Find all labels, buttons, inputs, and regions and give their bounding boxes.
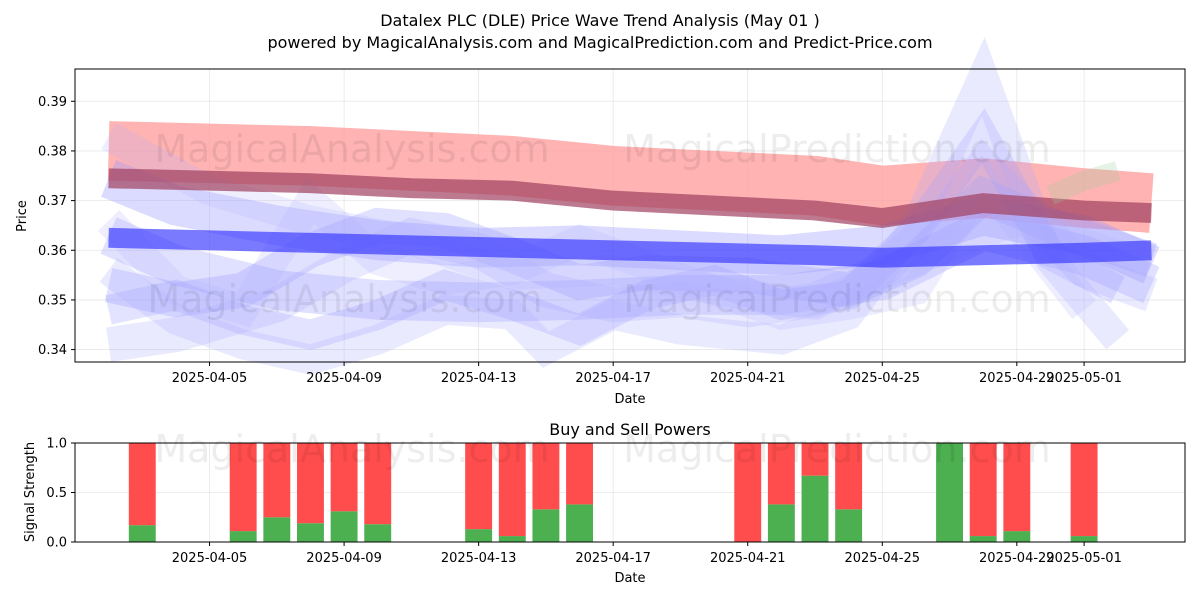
price-x-tick-label: 2025-04-13: [441, 371, 517, 386]
sell-bar: [734, 443, 762, 542]
signal-title: Buy and Sell Powers: [549, 420, 711, 439]
price-plot-frame: [74, 68, 1186, 363]
price-series-group: [97, 37, 1160, 375]
sell-bar: [263, 443, 291, 518]
price-wave-band-4: [100, 209, 1160, 323]
watermark-analysis-mid: MagicalAnalysis.com: [147, 277, 542, 321]
price-x-tick-label: 2025-04-09: [306, 371, 382, 386]
signal-panel: Buy and Sell Powers MagicalAnalysis.com …: [23, 420, 1186, 586]
sell-bar: [1003, 443, 1031, 532]
price-x-tick-label: 2025-04-05: [172, 371, 248, 386]
watermark-analysis-top: MagicalAnalysis.com: [154, 127, 549, 171]
buy-bar: [229, 531, 257, 542]
price-wave-band-2: [108, 227, 1152, 268]
price-y-tick-label: 0.36: [38, 244, 67, 259]
price-wave-band-5: [104, 174, 1158, 318]
signal-y-label: Signal Strength: [23, 442, 38, 542]
price-wave-band-1: [108, 168, 1152, 229]
sell-bar: [364, 443, 392, 525]
price-wave-band-0: [107, 121, 1154, 233]
signal-x-tick-label: 2025-04-09: [306, 551, 382, 566]
buy-bar: [801, 475, 829, 542]
signal-x-tick-label: 2025-04-05: [172, 551, 248, 566]
buy-bar: [330, 511, 358, 542]
buy-bar: [936, 443, 963, 542]
price-x-tick-label: 2025-05-01: [1046, 371, 1122, 386]
buy-bar: [1003, 531, 1031, 542]
sell-bar: [465, 443, 493, 530]
price-panel: MagicalAnalysis.com MagicalPrediction.co…: [15, 37, 1186, 407]
buy-bar: [566, 504, 593, 542]
sell-bar: [1070, 443, 1098, 537]
signal-x-label: Date: [614, 571, 645, 586]
price-wave-band-7: [99, 37, 1130, 375]
chart-subtitle: powered by MagicalAnalysis.com and Magic…: [267, 33, 932, 52]
buy-bar: [767, 504, 795, 542]
watermark-analysis-bottom: MagicalAnalysis.com: [154, 427, 549, 471]
signal-x-tick-label: 2025-04-17: [575, 551, 651, 566]
price-wave-band-8: [106, 139, 1158, 362]
sell-bar: [532, 443, 560, 510]
price-x-tick-label: 2025-04-25: [844, 371, 920, 386]
signal-x-tick-label: 2025-04-29: [979, 551, 1055, 566]
signal-x-tick-label: 2025-04-13: [441, 551, 517, 566]
sell-bar: [969, 443, 997, 537]
price-x-tick-label: 2025-04-17: [575, 371, 651, 386]
price-y-tick-label: 0.38: [38, 144, 67, 159]
sell-bar: [566, 443, 593, 505]
price-y-ticks: 0.34 0.35 0.36 0.37 0.38 0.39: [38, 95, 75, 358]
sell-bar: [835, 443, 863, 510]
buy-bar: [532, 509, 560, 542]
signal-y-tick-label: 0.5: [46, 486, 67, 501]
chart-title: Datalex PLC (DLE) Price Wave Trend Analy…: [380, 11, 820, 30]
buy-bar: [835, 509, 863, 542]
price-y-label: Price: [15, 200, 30, 232]
price-watermarks: MagicalAnalysis.com MagicalPrediction.co…: [147, 127, 1050, 321]
signal-y-ticks: 0.0 0.5 1.0: [46, 437, 75, 551]
price-x-label: Date: [614, 392, 645, 407]
buy-bar: [364, 524, 392, 542]
watermark-prediction-bottom: MagicalPrediction.com: [623, 427, 1051, 471]
signal-x-tick-label: 2025-04-25: [844, 551, 920, 566]
buy-bar: [263, 517, 291, 542]
price-y-tick-label: 0.39: [38, 95, 67, 110]
price-y-tick-label: 0.37: [38, 194, 67, 209]
signal-x-ticks: 2025-04-05 2025-04-09 2025-04-13 2025-04-17…: [172, 542, 1122, 566]
price-wave-band-11: [1046, 161, 1121, 205]
sell-bar: [330, 443, 358, 512]
price-x-tick-label: 2025-04-29: [979, 371, 1055, 386]
signal-x-tick-label: 2025-05-01: [1046, 551, 1122, 566]
sell-bar: [801, 443, 829, 476]
price-y-tick-label: 0.34: [38, 343, 67, 358]
signal-plot-area: [75, 443, 1185, 542]
sell-bar: [128, 443, 156, 526]
buy-bar: [1070, 536, 1098, 542]
signal-x-tick-label: 2025-04-21: [710, 551, 786, 566]
signal-y-tick-label: 1.0: [46, 437, 67, 452]
price-y-tick-label: 0.35: [38, 293, 67, 308]
price-x-ticks: 2025-04-05 2025-04-09 2025-04-13 2025-04-17…: [172, 362, 1122, 386]
buy-bar: [498, 536, 526, 542]
buy-bar: [297, 523, 324, 542]
sell-bar: [297, 443, 324, 524]
signal-y-tick-label: 0.0: [46, 536, 67, 551]
sell-bar: [767, 443, 795, 505]
watermark-prediction-mid: MagicalPrediction.com: [623, 277, 1051, 321]
price-wave-band-6: [105, 108, 1125, 351]
watermark-prediction-top: MagicalPrediction.com: [623, 127, 1051, 171]
sell-bar: [498, 443, 526, 537]
buy-bar: [128, 525, 156, 542]
buy-bar: [969, 536, 997, 542]
price-x-tick-label: 2025-04-21: [710, 371, 786, 386]
sell-bar: [229, 443, 257, 532]
signal-bars: [128, 443, 1098, 542]
signal-watermarks: MagicalAnalysis.com MagicalPrediction.co…: [154, 427, 1050, 471]
buy-bar: [465, 529, 493, 542]
